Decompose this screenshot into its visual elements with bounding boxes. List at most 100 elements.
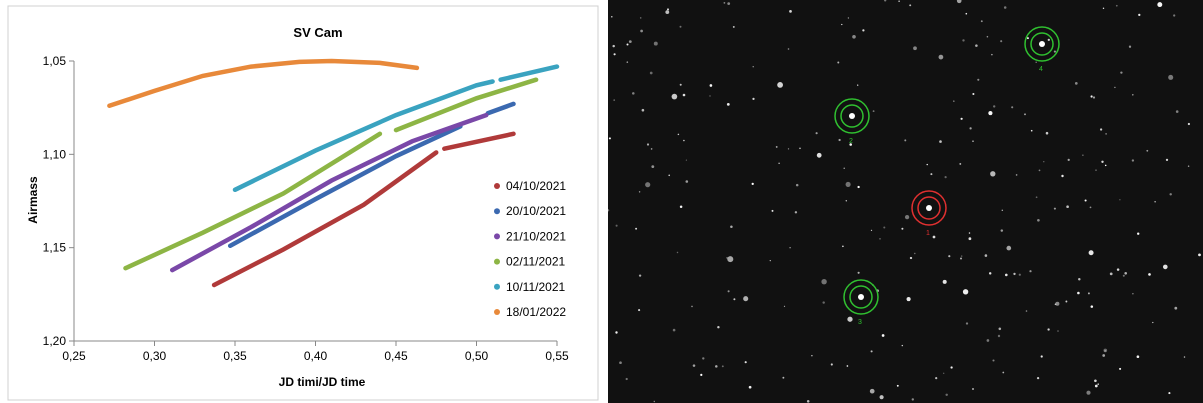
star xyxy=(933,236,936,239)
star xyxy=(629,40,632,43)
star xyxy=(857,84,858,85)
star xyxy=(969,127,971,129)
star xyxy=(907,297,911,301)
y-tick-label: 1,10 xyxy=(43,147,67,161)
star xyxy=(966,322,968,324)
star xyxy=(683,140,685,142)
y-tick-label: 1,20 xyxy=(43,334,67,348)
star xyxy=(897,385,899,387)
star xyxy=(1088,292,1090,294)
legend-swatch xyxy=(494,259,500,265)
x-tick-label: 0,50 xyxy=(465,349,489,363)
star xyxy=(1046,132,1049,135)
star xyxy=(1095,385,1098,388)
star xyxy=(619,361,622,364)
star xyxy=(1132,94,1134,96)
star xyxy=(1029,270,1031,272)
star xyxy=(667,8,669,10)
star xyxy=(799,147,801,149)
star xyxy=(846,182,851,187)
star xyxy=(612,45,614,47)
star xyxy=(1132,159,1134,161)
star xyxy=(1026,310,1028,312)
legend-label: 21/10/2021 xyxy=(506,229,566,243)
star xyxy=(847,317,852,322)
star xyxy=(1117,268,1120,271)
star xyxy=(821,279,826,284)
star xyxy=(1129,46,1131,48)
legend-label: 10/11/2021 xyxy=(506,280,565,294)
star xyxy=(912,398,914,400)
star xyxy=(972,93,974,95)
legend-swatch xyxy=(494,284,500,290)
star xyxy=(1124,272,1127,275)
star xyxy=(1114,87,1115,88)
star xyxy=(1102,354,1105,357)
star xyxy=(870,389,875,394)
star xyxy=(1075,82,1078,85)
star xyxy=(846,200,847,201)
star xyxy=(1093,96,1095,98)
star xyxy=(961,255,962,256)
x-tick-label: 0,30 xyxy=(143,349,167,363)
star xyxy=(948,255,950,257)
star xyxy=(1066,205,1069,208)
star xyxy=(1110,273,1113,276)
star xyxy=(844,168,845,169)
y-tick-label: 1,05 xyxy=(43,54,67,68)
star xyxy=(782,377,784,379)
star xyxy=(972,140,974,142)
star xyxy=(1000,40,1002,42)
x-tick-label: 0,25 xyxy=(62,349,86,363)
legend-label: 20/10/2021 xyxy=(506,204,566,218)
star xyxy=(686,160,687,161)
star xyxy=(789,10,792,13)
star xyxy=(1188,165,1189,166)
star xyxy=(989,272,991,274)
star xyxy=(999,328,1002,331)
star xyxy=(693,364,696,367)
star xyxy=(1119,368,1121,370)
marker-label: 3 xyxy=(858,319,862,326)
star xyxy=(1169,193,1171,195)
star xyxy=(635,228,637,230)
star xyxy=(686,180,689,183)
star xyxy=(961,118,963,120)
star xyxy=(1085,199,1087,201)
star xyxy=(1137,233,1139,235)
x-axis-title: JD timi/JD time xyxy=(279,375,366,389)
star xyxy=(632,92,635,95)
star xyxy=(614,53,616,55)
star xyxy=(943,373,944,374)
star xyxy=(1116,5,1118,7)
star xyxy=(680,206,683,209)
star xyxy=(1097,383,1099,385)
star xyxy=(909,4,911,6)
marker-star xyxy=(858,294,864,300)
chart: SV Cam JD timi/JD time Airmass 1,051,101… xyxy=(0,0,600,403)
star xyxy=(883,226,885,228)
star xyxy=(905,215,909,219)
star xyxy=(1132,293,1133,294)
star xyxy=(1005,274,1008,277)
star xyxy=(998,335,1000,337)
star xyxy=(960,257,962,259)
star xyxy=(1146,150,1148,152)
star xyxy=(1054,208,1056,210)
page: {"chart_data": {"type": "line", "title":… xyxy=(0,0,1203,403)
star xyxy=(1004,6,1007,9)
star xyxy=(651,165,654,168)
star xyxy=(683,94,686,97)
star xyxy=(831,363,833,365)
star xyxy=(651,148,653,150)
star xyxy=(678,134,680,136)
star xyxy=(1078,278,1080,280)
star xyxy=(1105,165,1107,167)
star xyxy=(1082,155,1083,156)
star xyxy=(1077,292,1080,295)
star xyxy=(1123,275,1125,277)
star xyxy=(879,238,880,239)
star xyxy=(752,98,754,100)
star xyxy=(1104,350,1105,351)
star xyxy=(616,225,618,227)
